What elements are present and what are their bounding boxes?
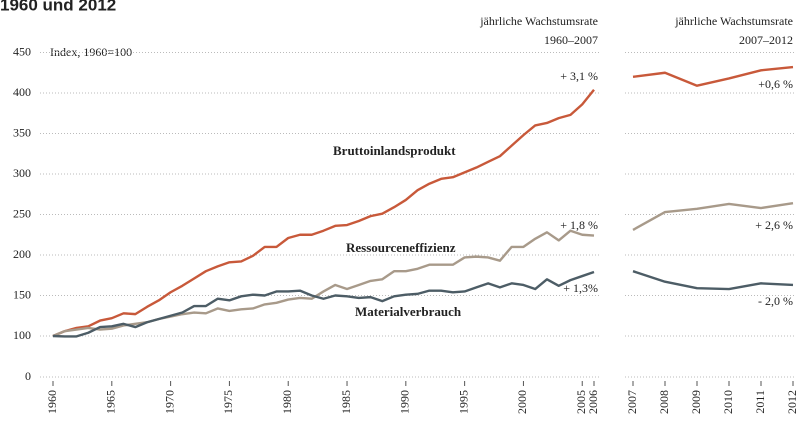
series-line — [632, 201, 794, 231]
panel-header: 2007–2012 — [739, 33, 793, 47]
x-tick-label: 2010 — [721, 390, 735, 414]
growth-rate: + 1,8 % — [560, 218, 598, 232]
x-tick-label: 1975 — [221, 390, 235, 414]
panel-header: 1960–2007 — [544, 33, 598, 47]
x-tick-label: 1960 — [45, 390, 59, 414]
x-tick-label: 1990 — [398, 390, 412, 414]
series-line — [52, 270, 595, 338]
y-tick-label: 100 — [13, 328, 31, 342]
x-tick-label: 1965 — [104, 390, 118, 414]
x-tick-label: 2005 — [574, 390, 588, 414]
y-tick-label: 300 — [13, 166, 31, 180]
y-tick-label: 350 — [13, 125, 31, 139]
series-label: Ressourceneffizienz — [346, 240, 456, 255]
y-tick-label: 150 — [13, 287, 31, 301]
x-tick-label: 2012 — [785, 390, 796, 414]
series-label: Materialverbrauch — [355, 304, 462, 319]
growth-rate: + 2,6 % — [755, 218, 793, 232]
x-tick-label: 2009 — [689, 390, 703, 414]
panel-header: jährliche Wachstumsrate — [479, 14, 598, 28]
y-tick-label: 250 — [13, 206, 31, 220]
y-tick-label: 200 — [13, 247, 31, 261]
panel-header: jährliche Wachstumsrate — [674, 14, 793, 28]
x-tick-label: 2007 — [625, 390, 639, 414]
growth-rate: + 1,3% — [563, 281, 598, 295]
series-line — [632, 65, 794, 87]
chart-title: 1960 und 2012 — [0, 0, 116, 14]
x-tick-label: 1995 — [456, 390, 470, 414]
growth-rate: + 3,1 % — [560, 69, 598, 83]
y-tick-label: 450 — [13, 44, 31, 58]
y-tick-label: 0 — [25, 369, 31, 383]
series-label: Bruttoinlandsprodukt — [333, 143, 456, 158]
series-line — [632, 270, 794, 291]
x-tick-label: 2006 — [586, 390, 600, 414]
y-axis-label: Index, 1960=100 — [50, 45, 132, 59]
growth-rate: +0,6 % — [758, 77, 793, 91]
x-tick-label: 1980 — [280, 390, 294, 414]
x-tick-label: 2011 — [753, 390, 767, 414]
x-tick-label: 1970 — [162, 390, 176, 414]
series-line — [52, 89, 595, 338]
y-tick-label: 400 — [13, 85, 31, 99]
x-tick-label: 2000 — [515, 390, 529, 414]
x-tick-label: 1985 — [339, 390, 353, 414]
x-tick-label: 2008 — [657, 390, 671, 414]
growth-rate: - 2,0 % — [758, 294, 793, 308]
